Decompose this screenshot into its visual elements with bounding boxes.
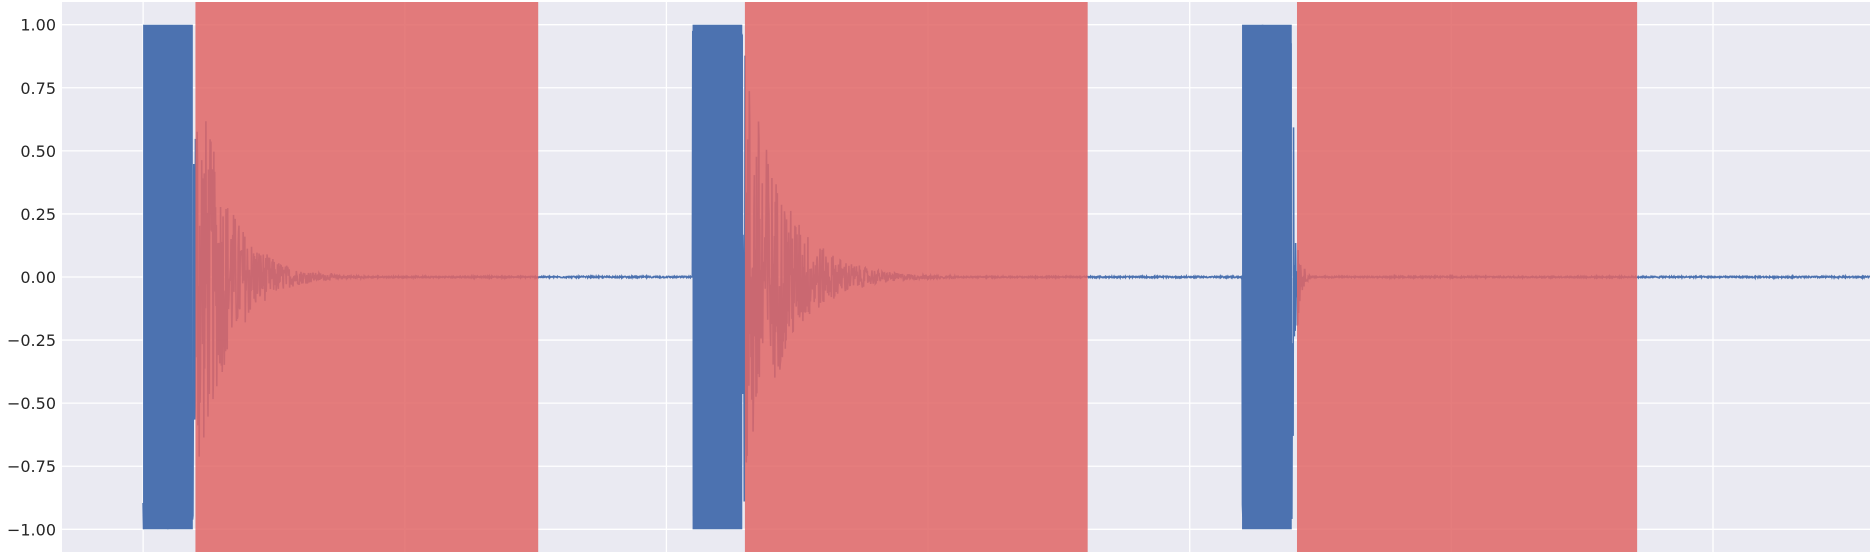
y-tick-label: 0.75 [20, 79, 56, 98]
y-tick-label: 0.00 [20, 268, 56, 287]
shaded-region [1296, 2, 1638, 552]
shaded-regions [195, 2, 1638, 552]
y-tick-label: 0.25 [20, 205, 56, 224]
y-tick-label: 1.00 [20, 16, 56, 35]
shaded-region [195, 2, 539, 552]
shaded-region [744, 2, 1088, 552]
clipped-burst [1242, 24, 1292, 530]
waveform-series [142, 24, 1870, 530]
y-tick-label: −0.25 [7, 331, 56, 350]
y-tick-label: −1.00 [7, 520, 56, 539]
y-tick-label: −0.50 [7, 394, 56, 413]
y-tick-label: −0.75 [7, 457, 56, 476]
clipped-burst [692, 24, 743, 530]
y-tick-label: 0.50 [20, 142, 56, 161]
y-tick-labels: 1.00 0.75 0.50 0.25 0.00 −0.25 −0.50 −0.75 −1.00 [7, 16, 56, 540]
clipped-burst [143, 24, 193, 530]
